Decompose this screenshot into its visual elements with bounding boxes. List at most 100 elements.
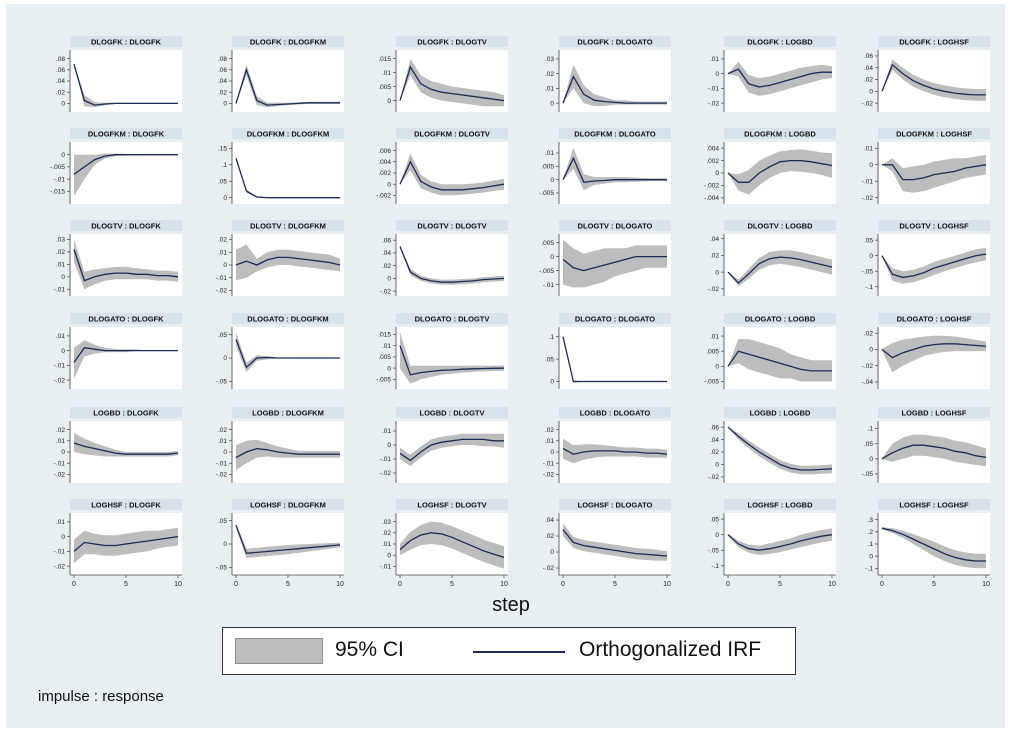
- y-tick-label: -.01: [216, 460, 228, 467]
- panel-title-bar: [724, 499, 836, 510]
- panel-title: DLOGFKM : DLOGFKM: [247, 130, 330, 139]
- y-tick-label: 0: [223, 355, 227, 362]
- ci-band: [563, 64, 667, 107]
- irf-line: [881, 253, 987, 279]
- panel-title: LOGBD : LOGHSF: [902, 409, 967, 418]
- panel-title: LOGBD : DLOGTV: [420, 409, 485, 418]
- y-tick-label: .01: [56, 262, 65, 269]
- panel-title: DLOGFK : DLOGFK: [91, 38, 162, 47]
- x-tick-label: 5: [124, 581, 128, 588]
- x-tick-label: 0: [234, 581, 238, 588]
- irf-panel: DLOGTV : LOGBD -.02 0 .02 .04: [708, 220, 836, 296]
- x-tick-label: 10: [828, 581, 836, 588]
- panel-plot-area: [396, 421, 508, 483]
- y-tick-label: .08: [56, 56, 65, 63]
- irf-panel: DLOGTV : DLOGFKM -.02 -.01 0 .01 .02: [216, 220, 344, 296]
- y-tick-label: .01: [218, 438, 227, 445]
- x-tick-label: 0: [561, 581, 565, 588]
- panel-title-bar: [232, 313, 344, 324]
- panel-title: DLOGATO : DLOGATO: [575, 315, 655, 324]
- ci-band: [74, 527, 178, 564]
- y-tick-label: .05: [218, 332, 227, 339]
- irf-line: [399, 65, 505, 102]
- ci-band: [882, 247, 986, 284]
- ci-band: [563, 523, 667, 561]
- irf-panel: DLOGTV : DLOGATO -.01 -.005 0 .005: [539, 220, 671, 296]
- y-tick-label: .01: [545, 150, 554, 157]
- irf-line: [562, 448, 668, 455]
- irf-line: [562, 336, 667, 383]
- panel-title: DLOGTV : DLOGTV: [417, 222, 486, 231]
- panel-title-bar: [878, 313, 990, 324]
- irf-panel: DLOGFK : DLOGTV 0 .005 .01 .015: [378, 36, 508, 112]
- y-tick-label: 0: [61, 449, 65, 456]
- ci-band: [563, 239, 667, 288]
- irf-panel: LOGHSF : DLOGATO -.02 0 .02 .04 0 5 10: [543, 499, 671, 588]
- y-tick-label: -.02: [862, 363, 874, 370]
- impulse-response-note: impulse : response: [38, 688, 164, 705]
- legend-irf-line: [473, 651, 565, 653]
- y-tick-label: .04: [710, 437, 719, 444]
- panel-title: DLOGTV : LOGBD: [748, 222, 814, 231]
- y-tick-label: .02: [864, 330, 873, 337]
- y-tick-label: .1: [868, 426, 874, 433]
- panel-title-bar: [559, 407, 671, 418]
- irf-line: [73, 64, 178, 106]
- irf-line: [73, 154, 178, 175]
- panel-title: DLOGFKM : DLOGATO: [574, 130, 656, 139]
- irf-panel: DLOGFK : LOGHSF -.02 0 .02 .04 .06: [862, 36, 990, 112]
- y-tick-label: .04: [56, 78, 65, 85]
- irf-panel: DLOGFKM : DLOGTV -.002 0 .002 .004 .006: [376, 128, 508, 204]
- y-tick-label: -.02: [216, 472, 228, 479]
- y-tick-label: -.05: [862, 268, 874, 275]
- panel-title: DLOGATO : LOGHSF: [897, 315, 972, 324]
- legend-ci-label: 95% CI: [335, 638, 404, 661]
- y-tick-label: .02: [382, 530, 391, 537]
- y-tick-label: .06: [710, 424, 719, 431]
- panel-title: DLOGTV : DLOGFKM: [250, 222, 326, 231]
- y-tick-label: .03: [382, 519, 391, 526]
- x-tick-label: 10: [663, 581, 671, 588]
- irf-panel: DLOGFK : DLOGATO 0 .01 .02 .03: [545, 36, 671, 112]
- y-tick-label: 0: [387, 98, 391, 105]
- ci-band: [74, 153, 178, 197]
- irf-line: [562, 255, 667, 272]
- y-tick-label: .02: [545, 71, 554, 78]
- irf-panel: DLOGFK : LOGBD -.02 -.01 0 .01: [708, 36, 836, 112]
- x-tick-label: 5: [613, 581, 617, 588]
- panel-title: DLOGTV : LOGHSF: [899, 222, 969, 231]
- ci-band: [236, 439, 340, 470]
- irf-line: [727, 68, 832, 88]
- irf-panel: DLOGFKM : LOGHSF -.02 -.01 0 .01: [862, 128, 990, 204]
- panel-title: DLOGATO : DLOGTV: [415, 315, 490, 324]
- y-tick-label: 0: [869, 89, 873, 96]
- irf-line: [399, 160, 505, 191]
- y-tick-label: .005: [378, 354, 391, 361]
- irf-panel: DLOGTV : DLOGFK -.01 0 .01 .02 .03: [54, 220, 182, 296]
- panel-title-bar: [70, 220, 182, 231]
- y-tick-label: 0: [869, 456, 873, 463]
- panel-title-bar: [232, 499, 344, 510]
- y-tick-label: 0: [223, 541, 227, 548]
- irf-panel: DLOGFK : DLOGFKM 0 .02 .04 .06 .08: [218, 36, 344, 112]
- y-tick-label: .01: [382, 541, 391, 548]
- y-tick-label: 0: [61, 534, 65, 541]
- y-tick-label: -.005: [704, 379, 719, 386]
- panel-title: LOGBD : DLOGFKM: [252, 409, 324, 418]
- irf-line: [727, 534, 833, 551]
- panel-title: LOGHSF : DLOGFKM: [250, 501, 326, 510]
- irf-panel: DLOGFKM : DLOGATO -.005 0 .005 .01: [539, 128, 671, 204]
- panel-title-bar: [396, 313, 508, 324]
- irf-panel: DLOGATO : DLOGTV -.005 0 .005 .01 .015: [376, 313, 508, 389]
- y-tick-label: -.02: [380, 288, 392, 295]
- y-tick-label: .06: [218, 67, 227, 74]
- irf-line: [73, 442, 179, 455]
- y-tick-label: 0: [387, 442, 391, 449]
- y-tick-label: 0: [869, 253, 873, 260]
- irf-panel: DLOGATO : DLOGATO 0 .05 .1: [545, 313, 671, 389]
- y-tick-label: .005: [378, 84, 391, 91]
- y-tick-label: .03: [545, 56, 554, 63]
- irf-panel: DLOGFKM : LOGBD -.004 -.002 0 .002 .004: [704, 128, 836, 204]
- y-tick-label: .002: [706, 158, 719, 165]
- ci-band: [400, 332, 504, 384]
